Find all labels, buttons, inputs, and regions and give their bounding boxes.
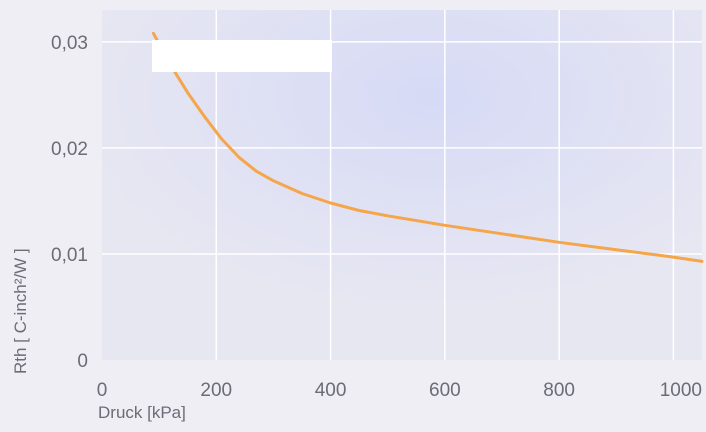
- y-tick-labels: 0 0,01 0,02 0,03: [51, 33, 88, 372]
- label-cover-box: [152, 40, 332, 72]
- x-tick-label: 600: [429, 380, 461, 401]
- x-tick-label: 400: [315, 380, 347, 401]
- x-tick-label: 1000: [660, 380, 702, 401]
- y-tick-label: 0,01: [51, 245, 88, 266]
- y-tick-label: 0,02: [51, 139, 88, 160]
- x-tick-label: 0: [97, 380, 108, 401]
- y-tick-label: 0,03: [51, 33, 88, 54]
- x-axis-title: Druck [kPa]: [98, 403, 186, 422]
- x-tick-label: 800: [543, 380, 575, 401]
- y-tick-label: 0: [77, 351, 88, 372]
- x-tick-labels: 0 200 400 600 800 1000: [97, 380, 702, 401]
- x-tick-label: 200: [200, 380, 232, 401]
- y-axis-title: Rth [ C-inch²/W ]: [11, 248, 30, 374]
- series-line: [151, 31, 704, 263]
